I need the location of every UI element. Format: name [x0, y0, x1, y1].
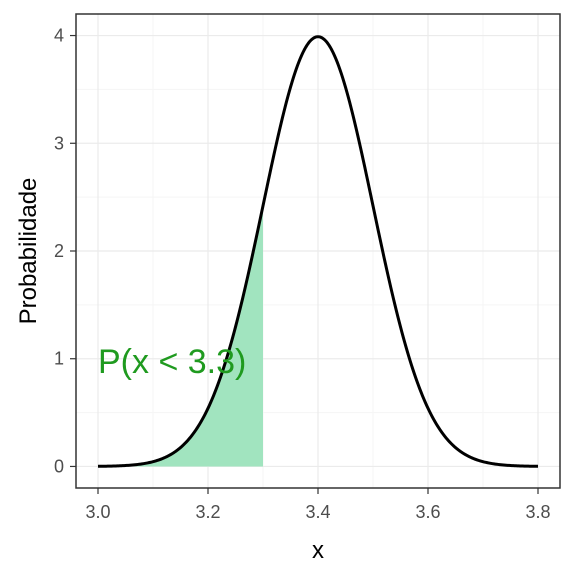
x-axis-ticks: 3.0 3.2 3.4 3.6 3.8: [85, 488, 551, 522]
y-tick-label: 3: [54, 133, 64, 153]
x-tick-label: 3.6: [415, 502, 440, 522]
y-tick-label: 4: [54, 26, 64, 46]
y-tick-label: 2: [54, 241, 64, 261]
density-curve: [97, 35, 539, 468]
shaded-probability-area: [98, 205, 263, 467]
probability-annotation: P(x < 3.3): [98, 343, 246, 381]
y-tick-label: 1: [54, 349, 64, 369]
y-axis-title: Probabilidade: [15, 178, 42, 325]
x-tick-label: 3.4: [305, 502, 330, 522]
y-axis-ticks: 0 1 2 3 4: [54, 26, 76, 476]
x-tick-label: 3.2: [195, 502, 220, 522]
major-gridlines: [76, 14, 560, 488]
y-tick-label: 0: [54, 456, 64, 476]
x-tick-label: 3.0: [85, 502, 110, 522]
x-tick-label: 3.8: [525, 502, 550, 522]
x-axis-title: x: [312, 537, 324, 564]
